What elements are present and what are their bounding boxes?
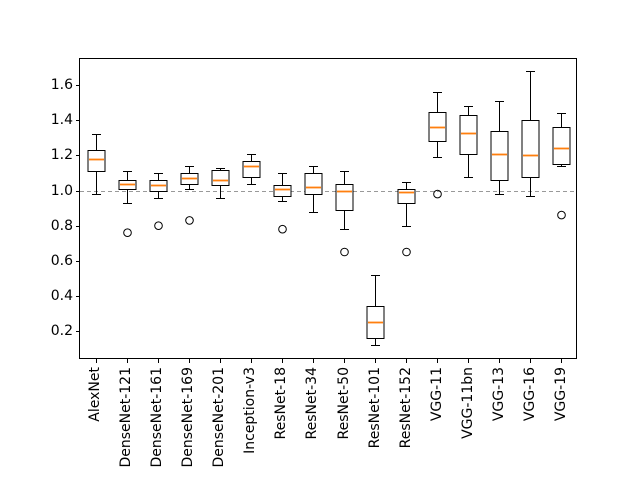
outlier-point <box>402 247 411 257</box>
y-tick-label: 0.2 <box>50 323 73 339</box>
outlier-point <box>123 228 132 237</box>
y-tick-label: 1.2 <box>50 147 73 163</box>
x-tick-label-ResNet-50: ResNet-50 <box>336 367 352 440</box>
outlier-point <box>557 210 566 220</box>
x-tick-label-VGG-19: VGG-19 <box>553 367 569 422</box>
box-VGG-16 <box>521 71 540 197</box>
box-ResNet-101 <box>366 275 385 346</box>
box-VGG-11 <box>428 92 447 199</box>
box-AlexNet <box>87 134 106 195</box>
x-tick-label-VGG-11bn: VGG-11bn <box>460 367 476 439</box>
x-tick-label-Inception-v3: Inception-v3 <box>242 367 258 454</box>
x-tick-label-ResNet-152: ResNet-152 <box>398 367 414 449</box>
outlier-point <box>185 216 194 225</box>
x-tick-label-AlexNet: AlexNet <box>87 367 103 422</box>
x-tick-label-VGG-11: VGG-11 <box>429 367 445 422</box>
x-tick-label-VGG-13: VGG-13 <box>491 367 507 422</box>
outlier-point <box>154 221 163 230</box>
y-tick-label: 0.4 <box>50 288 73 304</box>
outlier-point <box>433 189 442 199</box>
box-VGG-13 <box>490 101 509 195</box>
outlier-point <box>278 224 287 234</box>
y-tick-label: 1.4 <box>50 112 73 128</box>
y-tick-label: 0.8 <box>50 218 73 234</box>
x-tick-label-DenseNet-169: DenseNet-169 <box>180 367 196 468</box>
y-tick-label: 0.6 <box>50 253 73 269</box>
x-tick-label-DenseNet-201: DenseNet-201 <box>211 367 227 468</box>
box-VGG-19 <box>552 113 571 220</box>
box-DenseNet-121 <box>118 171 137 237</box>
y-tick-label: 1.0 <box>50 183 73 199</box>
x-tick-label-DenseNet-121: DenseNet-121 <box>118 367 134 468</box>
x-tick-label-ResNet-34: ResNet-34 <box>304 367 320 440</box>
x-tick-label-DenseNet-161: DenseNet-161 <box>149 367 165 468</box>
box-DenseNet-169 <box>180 166 199 225</box>
box-DenseNet-161 <box>149 173 168 230</box>
box-Inception-v3 <box>242 154 261 185</box>
x-tick-label-VGG-16: VGG-16 <box>522 367 538 422</box>
box-ResNet-18 <box>273 173 292 234</box>
box-VGG-11bn <box>459 106 478 178</box>
box-ResNet-34 <box>304 166 323 213</box>
x-tick-label-ResNet-101: ResNet-101 <box>367 367 383 449</box>
box-DenseNet-201 <box>211 168 230 199</box>
x-tick-label-ResNet-18: ResNet-18 <box>273 367 289 440</box>
box-ResNet-152 <box>397 182 416 257</box>
y-tick-label: 1.6 <box>50 77 73 93</box>
axes-spines <box>79 58 577 359</box>
box-ResNet-50 <box>335 171 354 257</box>
outlier-point <box>340 247 349 257</box>
